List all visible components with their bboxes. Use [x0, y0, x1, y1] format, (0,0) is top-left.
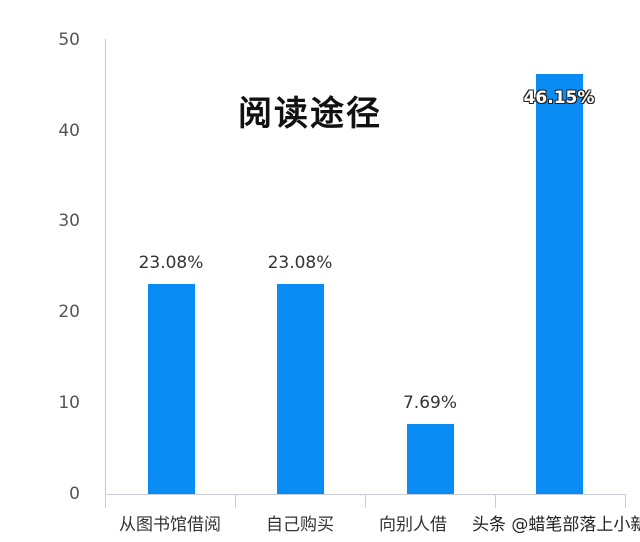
value-label: 46.15% [523, 88, 595, 108]
bar-other [536, 74, 583, 494]
y-tick-40: 40 [58, 121, 80, 141]
category-label: 向别人借 [379, 515, 447, 535]
x-tick-mark [105, 494, 106, 508]
y-tick-0: 0 [69, 484, 80, 504]
chart-title: 阅读途径 [238, 94, 382, 134]
x-tick-mark [495, 494, 496, 508]
x-tick-mark [235, 494, 236, 508]
x-tick-mark [365, 494, 366, 508]
y-axis-line [105, 39, 106, 495]
category-label: 从图书馆借阅 [119, 515, 221, 535]
bar-borrow [407, 424, 454, 494]
watermark-text: 头条 @蜡笔部落上小新 [470, 510, 640, 535]
y-tick-20: 20 [58, 302, 80, 322]
bar-buy [277, 284, 324, 494]
x-tick-mark [625, 494, 626, 508]
value-label: 7.69% [402, 393, 457, 413]
y-tick-30: 30 [58, 211, 80, 231]
category-label: 自己购买 [266, 515, 334, 535]
bar-library [148, 284, 195, 494]
y-tick-10: 10 [58, 393, 80, 413]
value-label: 23.08% [267, 253, 333, 273]
value-label: 23.08% [138, 253, 204, 273]
y-tick-50: 50 [58, 30, 80, 50]
